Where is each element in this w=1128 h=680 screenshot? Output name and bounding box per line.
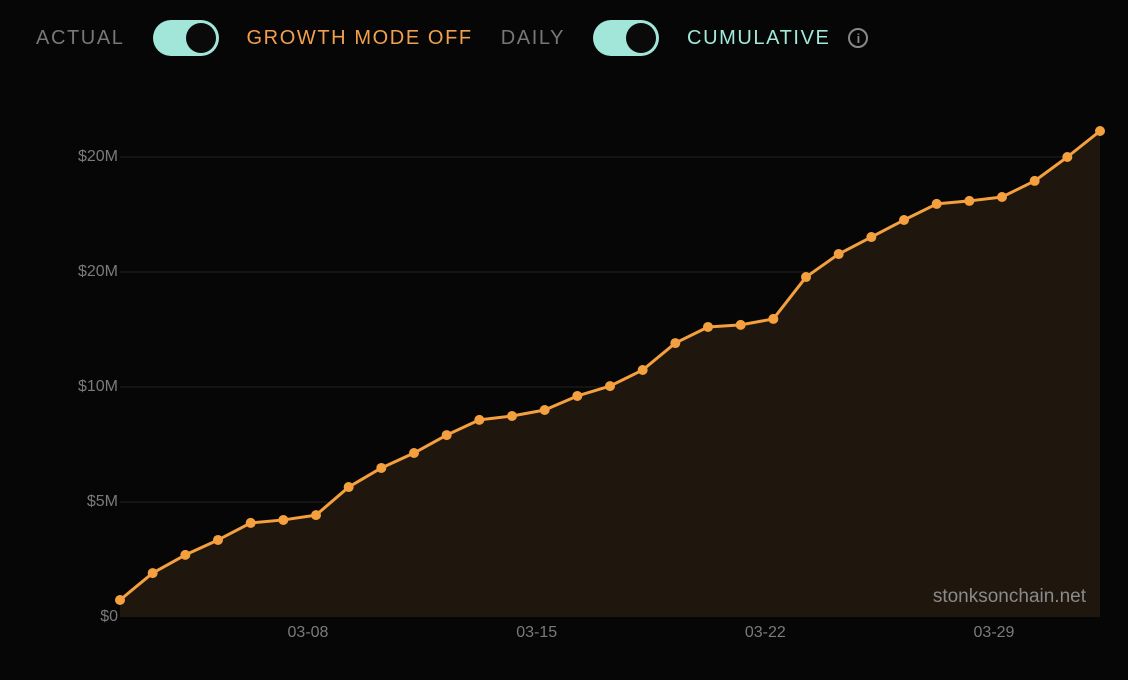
cumulative-toggle[interactable] [593, 20, 660, 56]
point [147, 568, 158, 579]
info-icon[interactable]: i [848, 28, 869, 48]
point [833, 249, 844, 260]
point [637, 364, 648, 375]
x-tick-label: 03-08 [288, 624, 329, 641]
point [1095, 126, 1105, 137]
y-tick-label: $0 [100, 608, 118, 625]
actual-label: ACTUAL [36, 26, 125, 49]
growth-toggle[interactable] [152, 20, 219, 56]
point [670, 338, 681, 349]
y-tick-label: $20M [78, 263, 118, 280]
point [376, 462, 387, 473]
point [899, 215, 909, 226]
point [572, 390, 583, 401]
point [213, 534, 223, 545]
controls: ACTUAL GROWTH MODE OFF DAILY CUMULATIVE … [36, 20, 869, 56]
cumulative-label: CUMULATIVE [687, 26, 831, 49]
point [801, 272, 811, 283]
point [1029, 175, 1040, 186]
area [120, 131, 1100, 617]
point [474, 414, 485, 425]
y-tick-label: $10M [78, 378, 118, 395]
point [180, 549, 191, 560]
point [997, 192, 1007, 203]
point [343, 482, 354, 493]
point [539, 405, 550, 415]
point [1062, 152, 1073, 162]
point [866, 232, 877, 243]
growth-label: GROWTH MODE OFF [246, 26, 473, 49]
point [409, 448, 419, 459]
point [605, 381, 615, 392]
y-tick-label: $20M [78, 148, 118, 165]
x-tick-label: 03-22 [745, 624, 786, 641]
point [735, 319, 746, 330]
x-tick-label: 03-15 [516, 624, 557, 641]
point [245, 517, 256, 528]
y-tick-label: $5M [87, 493, 118, 510]
daily-label: DAILY [500, 26, 566, 49]
watermark: stonksonchain.net [933, 586, 1087, 607]
point [703, 321, 713, 332]
point [507, 410, 517, 421]
point [441, 430, 452, 441]
point [311, 510, 321, 521]
point [278, 514, 289, 525]
point [768, 313, 779, 324]
point [964, 195, 975, 206]
x-tick-label: 03-29 [974, 624, 1015, 641]
point [931, 198, 942, 209]
point [115, 594, 125, 605]
